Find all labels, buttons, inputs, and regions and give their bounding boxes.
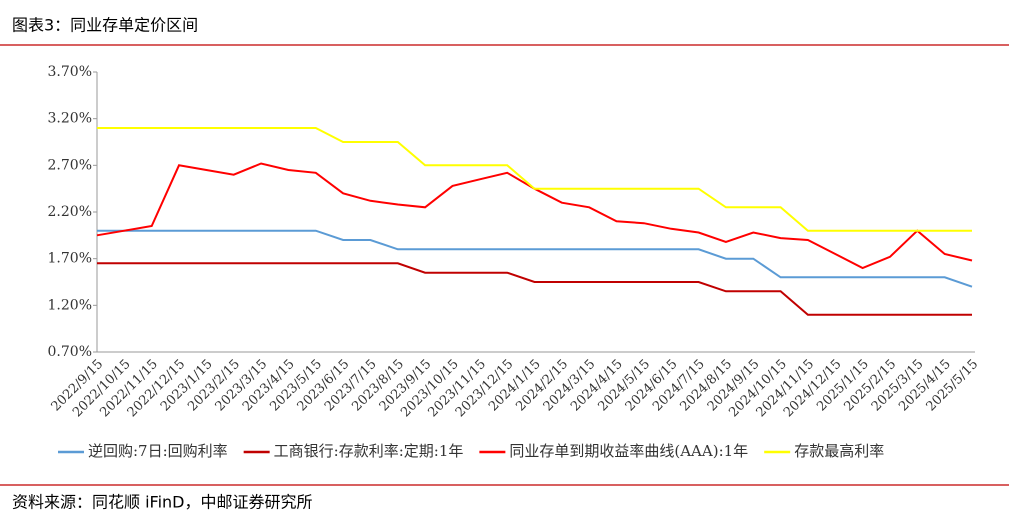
- line-series: [97, 262, 972, 316]
- line-series: [97, 127, 972, 232]
- source: 资料来源：同花顺 iFinD，中邮证券研究所: [12, 493, 312, 512]
- y-tick-label: 2.20%: [48, 204, 92, 220]
- y-tick-label: 3.70%: [48, 64, 92, 80]
- header-title: 图表3：同业存单定价区间: [12, 16, 198, 35]
- y-tick-label: 0.70%: [48, 344, 92, 360]
- y-tick-label: 2.70%: [48, 157, 92, 173]
- line-series: [96, 162, 973, 270]
- y-tick-label: 1.20%: [48, 297, 92, 313]
- legend-label: 同业存单到期收益率曲线(AAA):1年: [509, 442, 748, 460]
- legend-label: 工商银行:存款利率:定期:1年: [274, 442, 464, 460]
- y-tick-label: 1.70%: [48, 251, 92, 267]
- legend-label: 存款最高利率: [794, 442, 884, 460]
- line-series: [97, 229, 973, 288]
- legend-label: 逆回购:7日:回购利率: [88, 442, 228, 460]
- y-tick-label: 3.20%: [48, 111, 92, 127]
